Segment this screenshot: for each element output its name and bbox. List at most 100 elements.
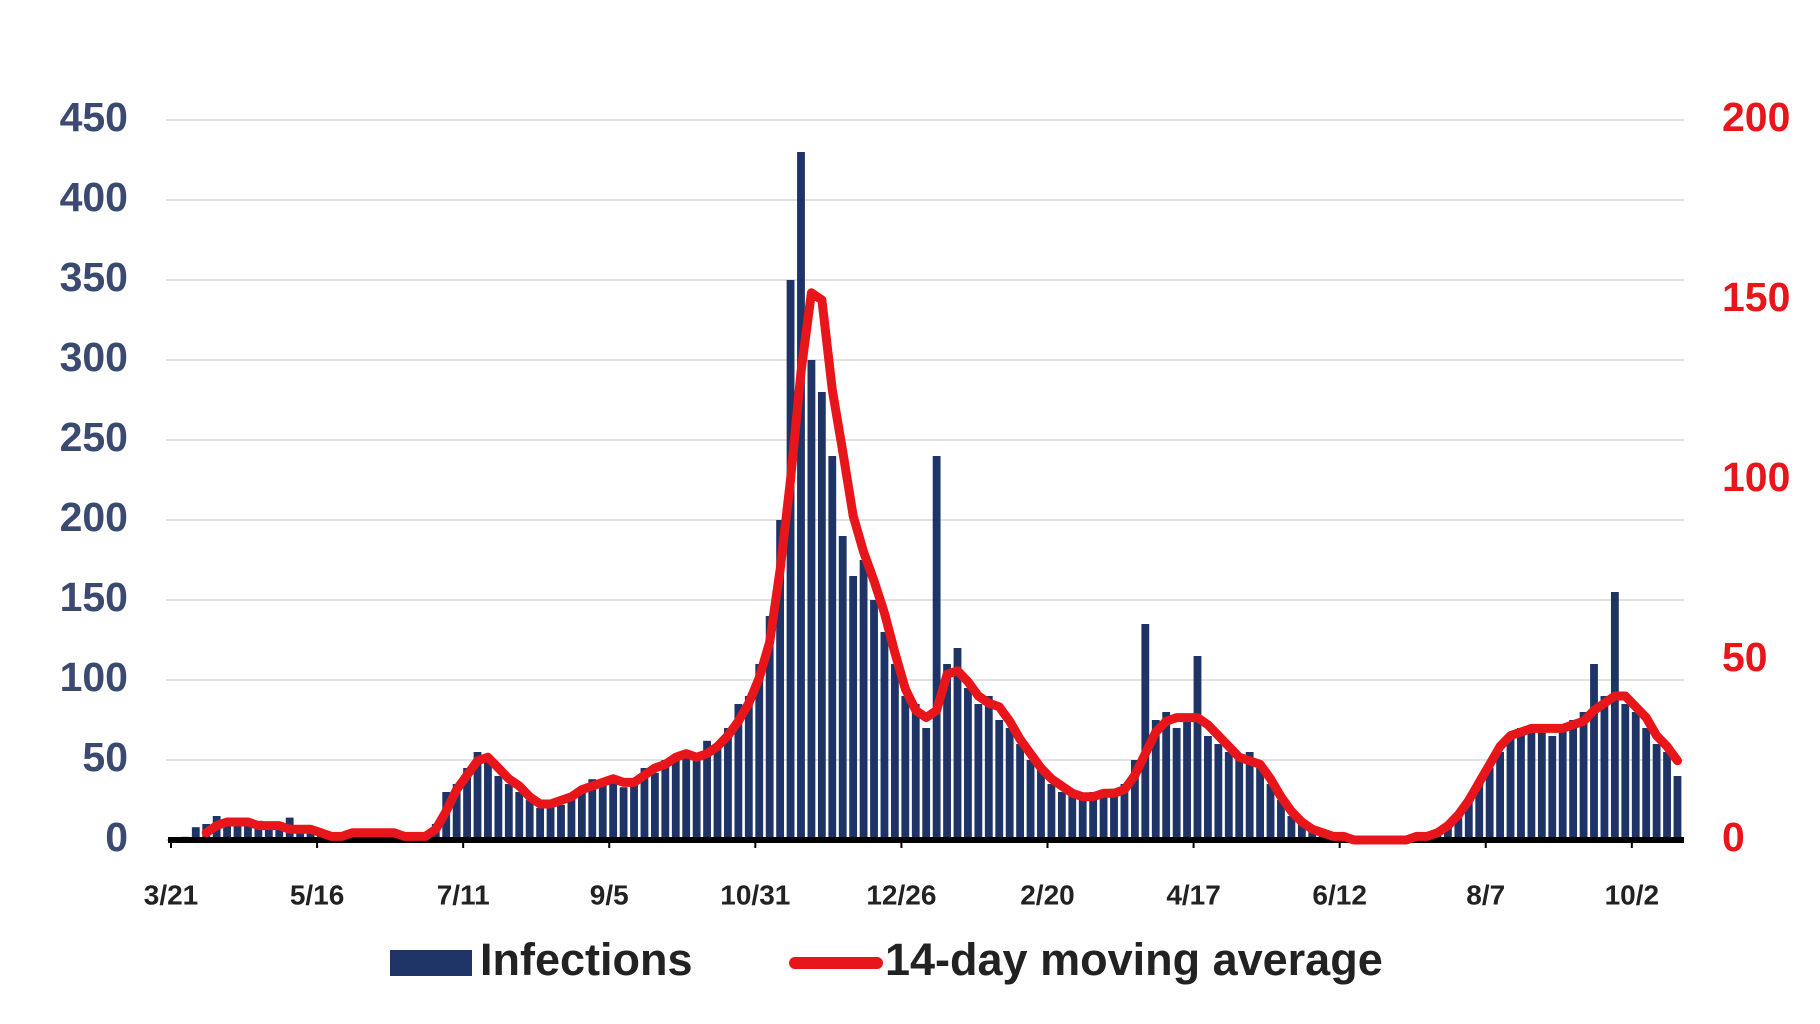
y-tick-label: 50 [82,734,128,780]
bar [890,664,899,840]
bar [911,704,920,840]
bar [1183,720,1191,840]
bar [1151,720,1160,840]
x-tick-label: 4/17 [1166,879,1221,910]
bar [807,360,816,840]
y-tick-label: 0 [105,814,128,860]
bar [880,632,889,840]
x-tick-label: 12/26 [866,879,936,910]
bar [1297,824,1306,840]
bar [1057,792,1066,840]
bar [786,280,795,840]
bar [1569,720,1578,840]
bar [557,804,565,840]
y-tick-label: 150 [60,574,128,620]
line [201,288,1682,845]
bar [1172,728,1181,840]
bar [473,752,482,840]
bar [254,820,263,840]
bar [1308,830,1317,840]
bar [1141,624,1150,840]
bar [1537,724,1546,840]
bar [661,760,670,840]
bar [1496,752,1505,840]
bar [964,688,972,840]
bar [504,784,513,840]
bar [1579,712,1588,840]
bar [1485,768,1494,840]
bar [734,704,743,840]
bar [776,520,785,840]
bar [922,728,931,840]
bar [1673,776,1682,840]
bar [577,792,586,840]
y-tick-label: 400 [60,174,128,220]
bar [1590,664,1598,840]
bar [1068,795,1077,840]
bar [943,664,951,840]
bar [1631,712,1640,840]
x-tick-label: 10/2 [1605,879,1660,910]
bar [1548,736,1557,840]
legend-swatch [390,950,472,976]
bar [1475,784,1484,840]
y-tick-label: 450 [60,94,128,140]
bar [1256,768,1265,840]
bar [755,664,764,840]
bar [713,747,722,840]
bar [1130,760,1139,840]
bar [1235,760,1244,840]
bar [828,456,837,840]
bar [233,824,242,840]
bar [630,782,638,840]
bar [744,696,753,840]
x-tick-label: 3/21 [144,879,199,910]
bar [901,696,910,840]
x-tick-label: 10/31 [720,879,790,910]
bar [1444,827,1452,840]
bar [932,456,941,840]
bar [296,830,305,840]
bar [1464,800,1473,840]
bar [1005,728,1014,840]
bar [849,576,858,840]
bar [640,768,649,840]
bar [1193,656,1202,840]
bar [567,795,576,840]
bar [838,536,847,840]
bar [546,800,555,840]
bar [1610,592,1619,840]
bar [609,776,618,840]
bar [1621,704,1630,840]
bar [1162,712,1171,840]
bar [1026,760,1035,840]
bar [1266,784,1275,840]
bar [650,772,659,840]
bar [484,760,492,840]
bar [1663,752,1671,840]
x-tick-label: 5/16 [290,879,345,910]
bar [515,792,524,840]
bar [598,784,607,840]
bar [191,827,200,840]
bar [817,392,826,840]
bar [682,752,691,840]
bar [1204,736,1212,840]
bar [984,696,993,840]
y2-tick-label: 100 [1722,454,1790,500]
bar [1120,784,1129,840]
bar [995,720,1004,840]
bar [1245,752,1254,840]
bar [1224,752,1233,840]
x-tick-label: 2/20 [1020,879,1075,910]
bar [525,800,534,840]
bar [1527,731,1536,840]
bar [1558,728,1567,840]
y2-tick-label: 150 [1722,274,1790,320]
bar [1506,736,1515,840]
bar [1016,744,1025,840]
legend-label: 14-day moving average [885,934,1383,985]
bar [1037,768,1045,840]
